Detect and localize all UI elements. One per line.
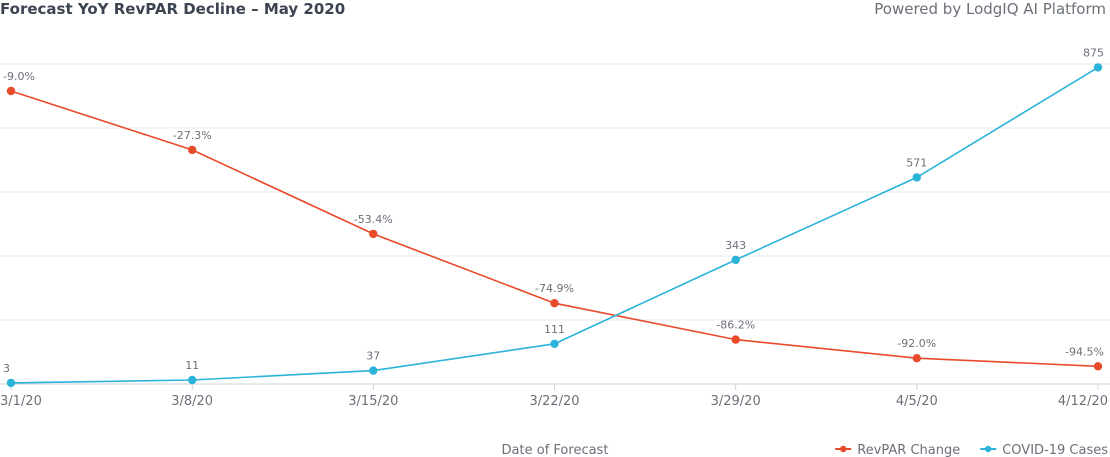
data-point <box>188 375 197 385</box>
data-points <box>6 63 1103 388</box>
x-tick-label: 3/15/20 <box>348 394 398 409</box>
x-tick-label: 3/8/20 <box>171 394 213 409</box>
data-label: 343 <box>725 239 746 252</box>
data-label: -86.2% <box>716 319 755 332</box>
data-point <box>6 378 16 388</box>
gridlines <box>0 63 1110 385</box>
powered-by-credit: Powered by LodgIQ AI Platform <box>874 0 1106 18</box>
legend: COVID-19 Cases RevPAR Change <box>835 443 1108 457</box>
x-tick-label: 3/22/20 <box>529 394 579 409</box>
data-label: -53.4% <box>354 213 393 226</box>
data-label: 571 <box>906 156 927 169</box>
data-label: 875 <box>1083 46 1104 59</box>
data-label: -27.3% <box>173 129 212 142</box>
data-point <box>369 229 378 239</box>
data-label: 111 <box>544 323 565 336</box>
data-point <box>550 339 559 348</box>
data-label: -92.0% <box>897 337 936 350</box>
x-tick-label: 3/29/20 <box>711 394 761 409</box>
x-tick-label: 3/1/20 <box>0 394 42 409</box>
x-axis-ticks: 3/1/20 3/8/20 3/15/20 3/22/20 3/29/20 4/5/20 4… <box>0 384 1108 409</box>
data-label: 11 <box>185 359 199 372</box>
data-point <box>369 366 378 375</box>
data-point <box>188 145 197 155</box>
x-tick-label: 4/12/20 <box>1058 394 1108 409</box>
data-point <box>912 173 921 182</box>
data-point <box>731 335 740 344</box>
data-point <box>550 299 559 308</box>
data-point <box>1093 362 1103 371</box>
data-labels: -9.0% -27.3% -53.4% -74.9% -86.2% -92.0% -94.5… <box>3 46 1104 375</box>
x-tick-label: 4/5/20 <box>896 394 938 409</box>
x-axis-label: Date of Forecast <box>502 443 609 457</box>
data-point <box>912 354 921 363</box>
legend-marker <box>985 445 992 453</box>
data-label: -94.5% <box>1065 345 1104 358</box>
data-point <box>731 255 740 265</box>
legend-label: RevPAR Change <box>857 443 960 457</box>
legend-marker <box>840 445 847 453</box>
chart-title: Forecast YoY RevPAR Decline – May 2020 <box>0 0 346 18</box>
data-point <box>6 86 16 96</box>
data-label: 37 <box>366 350 380 363</box>
data-label: -9.0% <box>3 70 35 83</box>
data-point <box>1093 63 1103 72</box>
data-label: 3 <box>3 362 10 375</box>
data-label: -74.9% <box>535 282 574 295</box>
legend-label: COVID-19 Cases <box>1002 443 1108 457</box>
